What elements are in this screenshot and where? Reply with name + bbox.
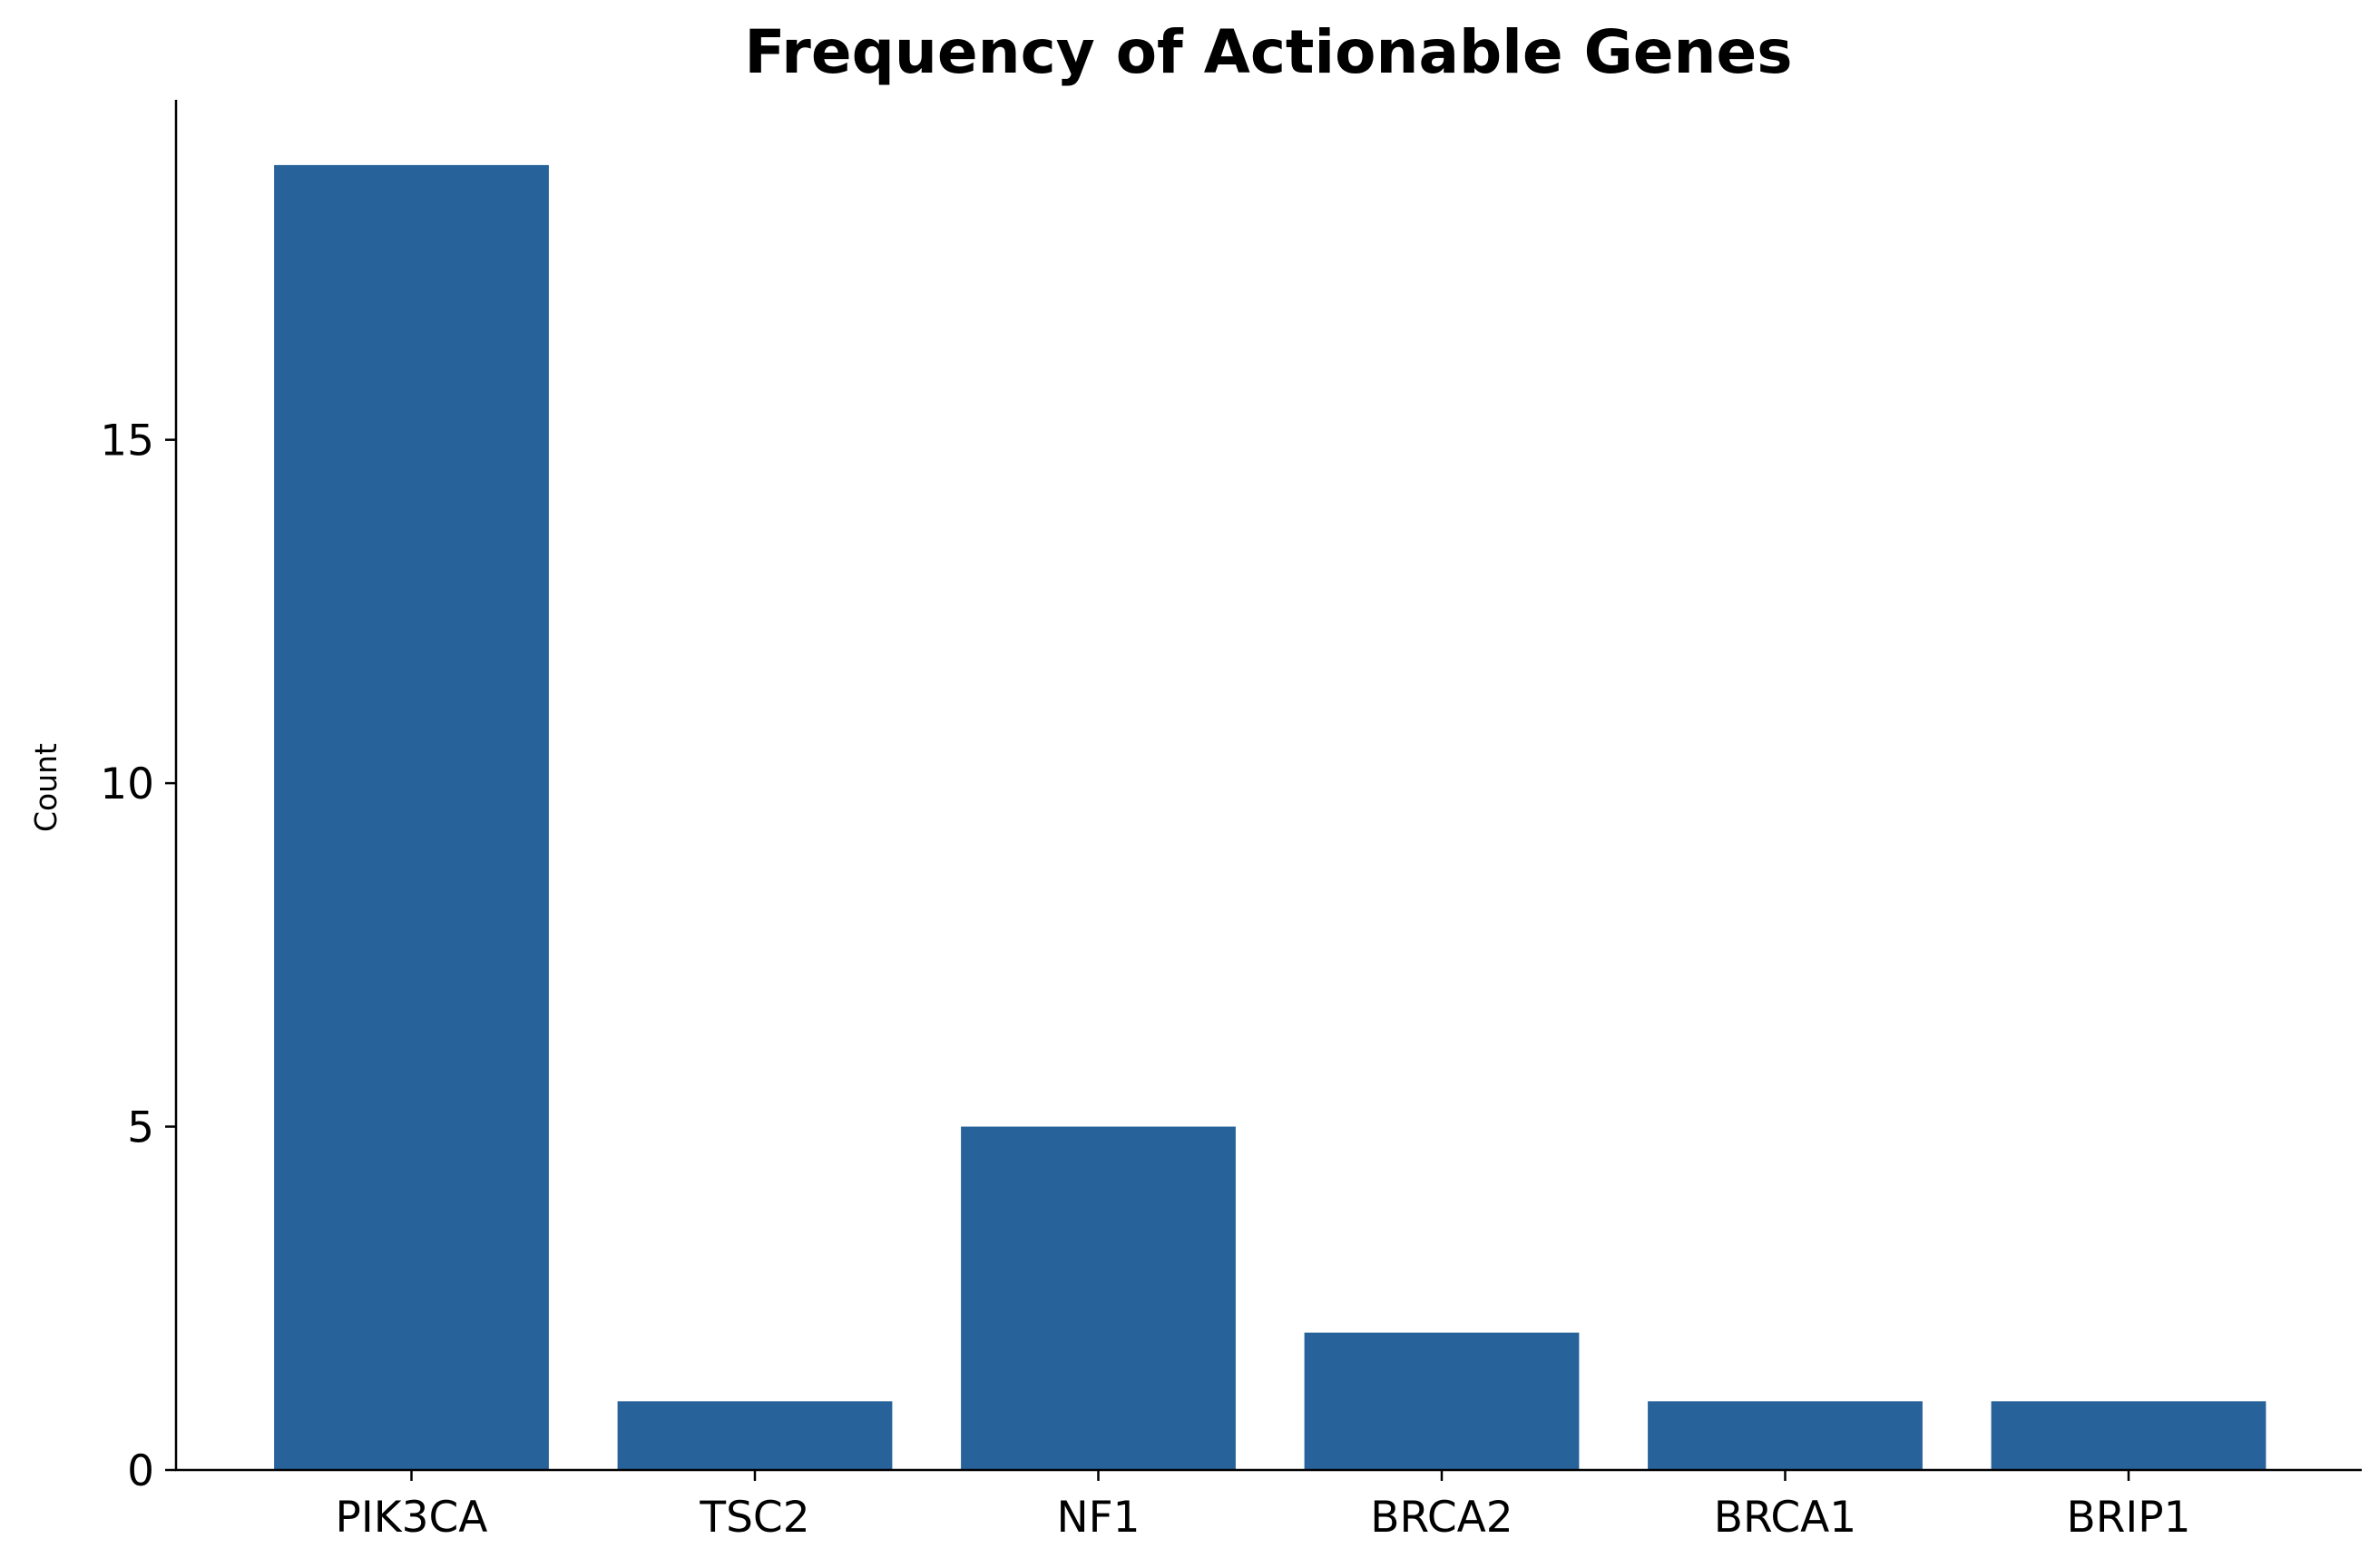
y-tick-label: 5 xyxy=(127,1103,154,1153)
y-tick-label: 15 xyxy=(100,416,154,466)
bar-brca1 xyxy=(1648,1401,1923,1470)
x-tick-label: BRIP1 xyxy=(2066,1493,2190,1543)
bar-brca2 xyxy=(1304,1332,1580,1470)
chart-title: Frequency of Actionable Genes xyxy=(744,17,1792,87)
bar-nf1 xyxy=(961,1126,1236,1470)
bar-brip1 xyxy=(1991,1401,2266,1470)
y-tick-label: 0 xyxy=(127,1446,154,1496)
bar-pik3ca xyxy=(274,164,549,1470)
x-tick-label: PIK3CA xyxy=(336,1493,488,1543)
x-tick-label: BRCA2 xyxy=(1370,1493,1513,1543)
x-tick-label: TSC2 xyxy=(699,1493,809,1543)
y-tick-label: 10 xyxy=(100,760,154,809)
y-axis-label: Count xyxy=(28,743,64,832)
x-tick-label: NF1 xyxy=(1056,1493,1140,1543)
x-tick-label: BRCA1 xyxy=(1714,1493,1856,1543)
x-ticks-group: PIK3CA TSC2 NF1 BRCA2 BRCA1 BRIP1 xyxy=(336,1470,2191,1543)
bar-tsc2 xyxy=(617,1401,893,1470)
bars-group xyxy=(274,164,2266,1470)
y-ticks-group: 0 5 10 15 xyxy=(100,416,176,1496)
